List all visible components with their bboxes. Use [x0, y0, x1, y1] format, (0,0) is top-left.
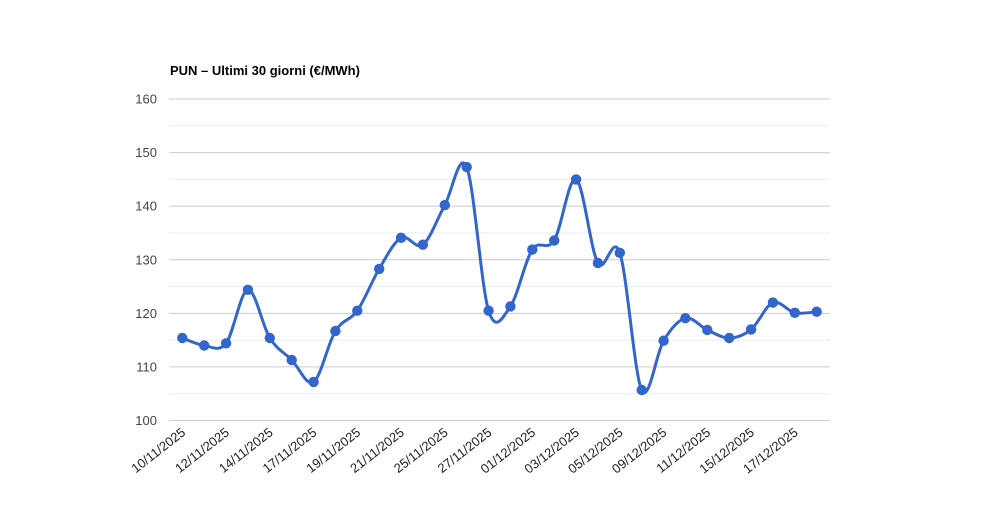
data-point-marker[interactable]: [286, 354, 297, 366]
y-axis-tick-label: 130: [135, 252, 157, 267]
data-point-marker[interactable]: [177, 332, 188, 344]
data-point-marker[interactable]: [702, 324, 713, 336]
data-point-marker[interactable]: [527, 244, 538, 255]
series-line: [180, 161, 819, 394]
data-point-marker[interactable]: [505, 301, 516, 312]
chart-title: PUN – Ultimi 30 giorni (€/MWh): [170, 63, 360, 78]
data-point-marker[interactable]: [242, 284, 254, 295]
data-point-marker[interactable]: [374, 263, 385, 275]
data-point-marker[interactable]: [264, 332, 275, 344]
data-point-marker[interactable]: [483, 305, 494, 316]
y-axis-tick-label: 160: [135, 92, 157, 107]
data-point-marker[interactable]: [767, 297, 779, 308]
data-point-marker[interactable]: [570, 174, 582, 185]
data-point-marker[interactable]: [789, 307, 800, 318]
data-point-marker[interactable]: [549, 235, 560, 246]
data-point-marker[interactable]: [724, 332, 735, 344]
data-point-marker[interactable]: [395, 232, 407, 243]
data-point-marker[interactable]: [220, 338, 232, 349]
y-axis-tick-label: 140: [135, 199, 157, 214]
y-axis-tick-label: 110: [136, 359, 157, 374]
data-point-marker[interactable]: [592, 257, 604, 269]
data-point-marker[interactable]: [745, 324, 757, 335]
data-point-marker[interactable]: [461, 161, 472, 173]
y-axis-tick-label: 150: [135, 145, 157, 160]
y-axis-tick-label: 120: [135, 306, 157, 321]
data-point-marker[interactable]: [636, 384, 647, 396]
data-point-marker[interactable]: [680, 313, 691, 324]
data-point-marker[interactable]: [199, 340, 210, 351]
data-point-marker[interactable]: [352, 305, 363, 316]
data-point-marker[interactable]: [439, 199, 450, 211]
data-point-marker[interactable]: [308, 376, 319, 388]
y-axis-tick-label: 100: [135, 413, 157, 428]
data-point-marker[interactable]: [811, 306, 822, 317]
data-point-marker[interactable]: [614, 247, 625, 258]
data-point-marker[interactable]: [658, 335, 669, 346]
data-point-marker[interactable]: [417, 239, 429, 250]
data-point-marker[interactable]: [330, 325, 341, 337]
